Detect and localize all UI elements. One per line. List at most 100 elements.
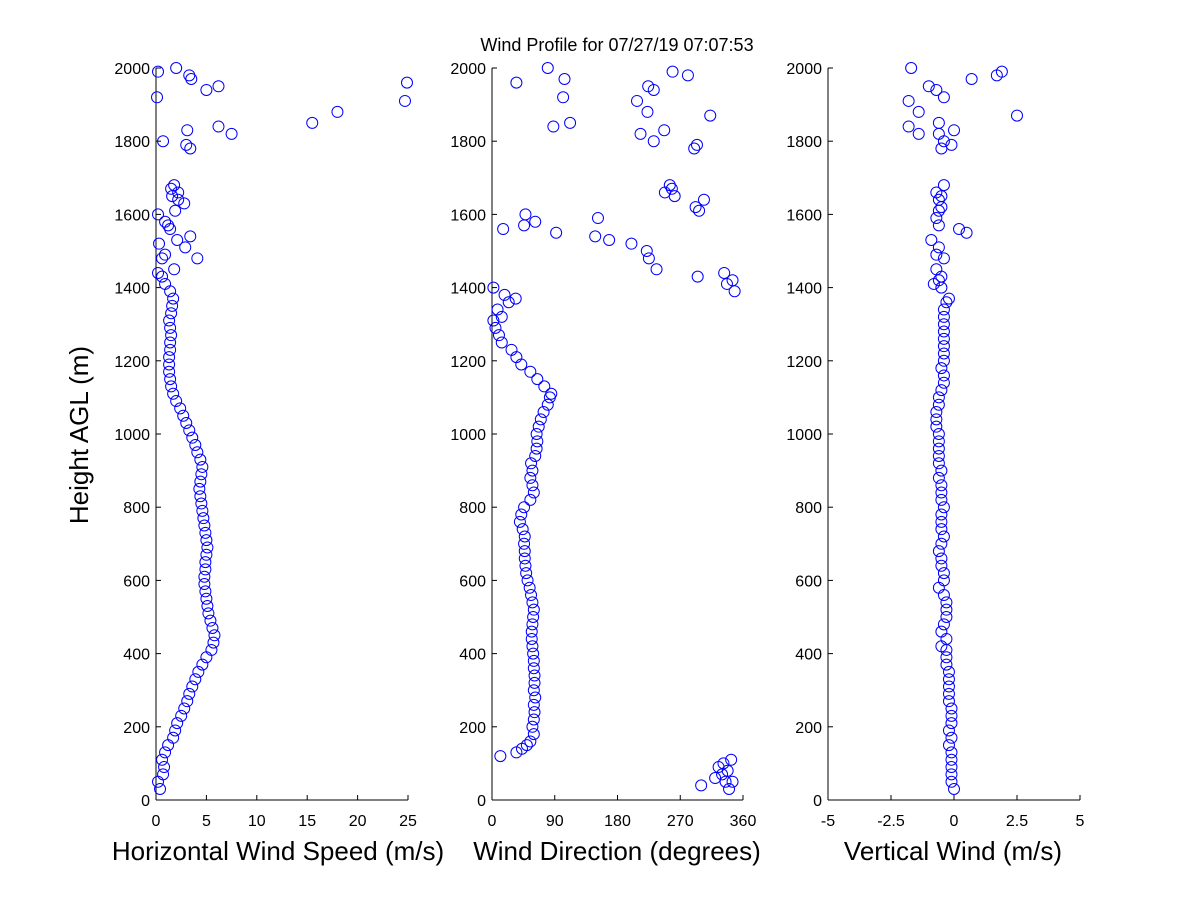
data-point	[527, 486, 540, 499]
data-point	[557, 91, 570, 104]
data-point	[524, 471, 537, 484]
data-point	[196, 504, 209, 517]
data-point	[531, 435, 544, 448]
data-point	[195, 468, 208, 481]
data-point	[180, 138, 193, 151]
figure-title: Wind Profile for 07/27/19 07:07:53	[480, 35, 753, 55]
data-point	[945, 768, 958, 781]
data-point	[525, 589, 538, 602]
data-point	[663, 179, 676, 192]
data-point	[625, 237, 638, 250]
data-point	[515, 508, 528, 521]
y-tick-label: 1800	[450, 134, 486, 151]
data-point	[178, 702, 191, 715]
data-point	[527, 698, 540, 711]
data-point	[175, 709, 188, 722]
y-tick-label: 1400	[114, 281, 150, 298]
data-point	[225, 127, 238, 140]
data-point	[945, 761, 958, 774]
data-point	[212, 120, 225, 133]
data-point	[948, 783, 960, 796]
data-point	[942, 687, 955, 700]
data-point	[960, 226, 973, 239]
panel-horizontal-wind-speed: 0 200 400 600 800 1000 1200 1400 1600 1800 2000 0 5 1…	[114, 61, 417, 830]
data-point	[932, 449, 945, 462]
y-tick-label: 2000	[450, 61, 486, 78]
data-point	[935, 142, 948, 155]
data-point	[194, 490, 207, 503]
data-point	[189, 673, 202, 686]
data-point	[156, 270, 169, 283]
data-point	[166, 299, 179, 312]
data-point	[937, 303, 950, 316]
data-point	[930, 420, 943, 433]
data-point	[172, 186, 185, 199]
data-point	[691, 270, 704, 283]
x-tick-label: -5	[821, 813, 835, 830]
data-point	[525, 457, 538, 470]
data-point	[163, 365, 176, 378]
data-point	[937, 332, 950, 345]
data-point	[642, 80, 655, 93]
data-point	[199, 556, 212, 569]
data-point	[152, 65, 165, 78]
data-point	[603, 234, 616, 247]
data-point	[510, 76, 523, 89]
data-point	[168, 263, 181, 276]
data-point	[935, 464, 948, 477]
data-point	[935, 479, 948, 492]
data-point	[640, 245, 653, 257]
y-tick-label: 1800	[114, 134, 150, 151]
data-point	[526, 479, 539, 492]
data-point	[191, 446, 204, 459]
data-point	[178, 197, 191, 210]
data-point	[524, 735, 537, 748]
data-point	[690, 138, 703, 151]
y-tick-label: 400	[123, 647, 150, 664]
data-point	[912, 127, 925, 140]
data-point	[164, 373, 177, 386]
data-point	[940, 603, 953, 616]
data-point	[163, 351, 176, 364]
data-point	[168, 179, 181, 192]
x-tick-label: 360	[730, 813, 757, 830]
data-point	[206, 621, 219, 634]
data-point	[937, 340, 950, 353]
y-tick-label: 800	[459, 500, 486, 517]
data-point	[169, 204, 182, 217]
data-point	[930, 406, 943, 419]
data-point	[658, 124, 671, 137]
data-point	[695, 779, 708, 792]
data-point	[945, 702, 958, 715]
data-point	[712, 761, 725, 774]
data-point	[650, 263, 663, 276]
data-point	[527, 713, 540, 726]
data-point	[534, 413, 547, 426]
data-point	[995, 65, 1008, 78]
y-tick-label: 1800	[786, 134, 822, 151]
y-tick-label: 1200	[786, 354, 822, 371]
data-point	[930, 83, 943, 96]
data-point	[937, 501, 950, 514]
data-point	[169, 724, 182, 737]
data-point	[526, 464, 539, 477]
y-tick-label: 2000	[114, 61, 150, 78]
data-point	[159, 215, 172, 228]
data-point	[526, 640, 539, 653]
x-tick-label: -2.5	[877, 813, 905, 830]
data-point	[170, 62, 183, 74]
data-point	[177, 409, 190, 422]
data-point	[172, 193, 185, 206]
data-point	[532, 420, 545, 433]
y-tick-label: 1000	[114, 427, 150, 444]
data-point	[398, 94, 411, 107]
y-tick-label: 1000	[450, 427, 486, 444]
data-point	[935, 523, 948, 536]
data-point	[937, 589, 950, 602]
data-point	[197, 512, 210, 525]
data-point	[158, 761, 171, 774]
data-point	[631, 94, 644, 107]
y-tick-label: 0	[141, 793, 150, 810]
data-point	[306, 116, 319, 129]
data-point	[193, 482, 206, 495]
